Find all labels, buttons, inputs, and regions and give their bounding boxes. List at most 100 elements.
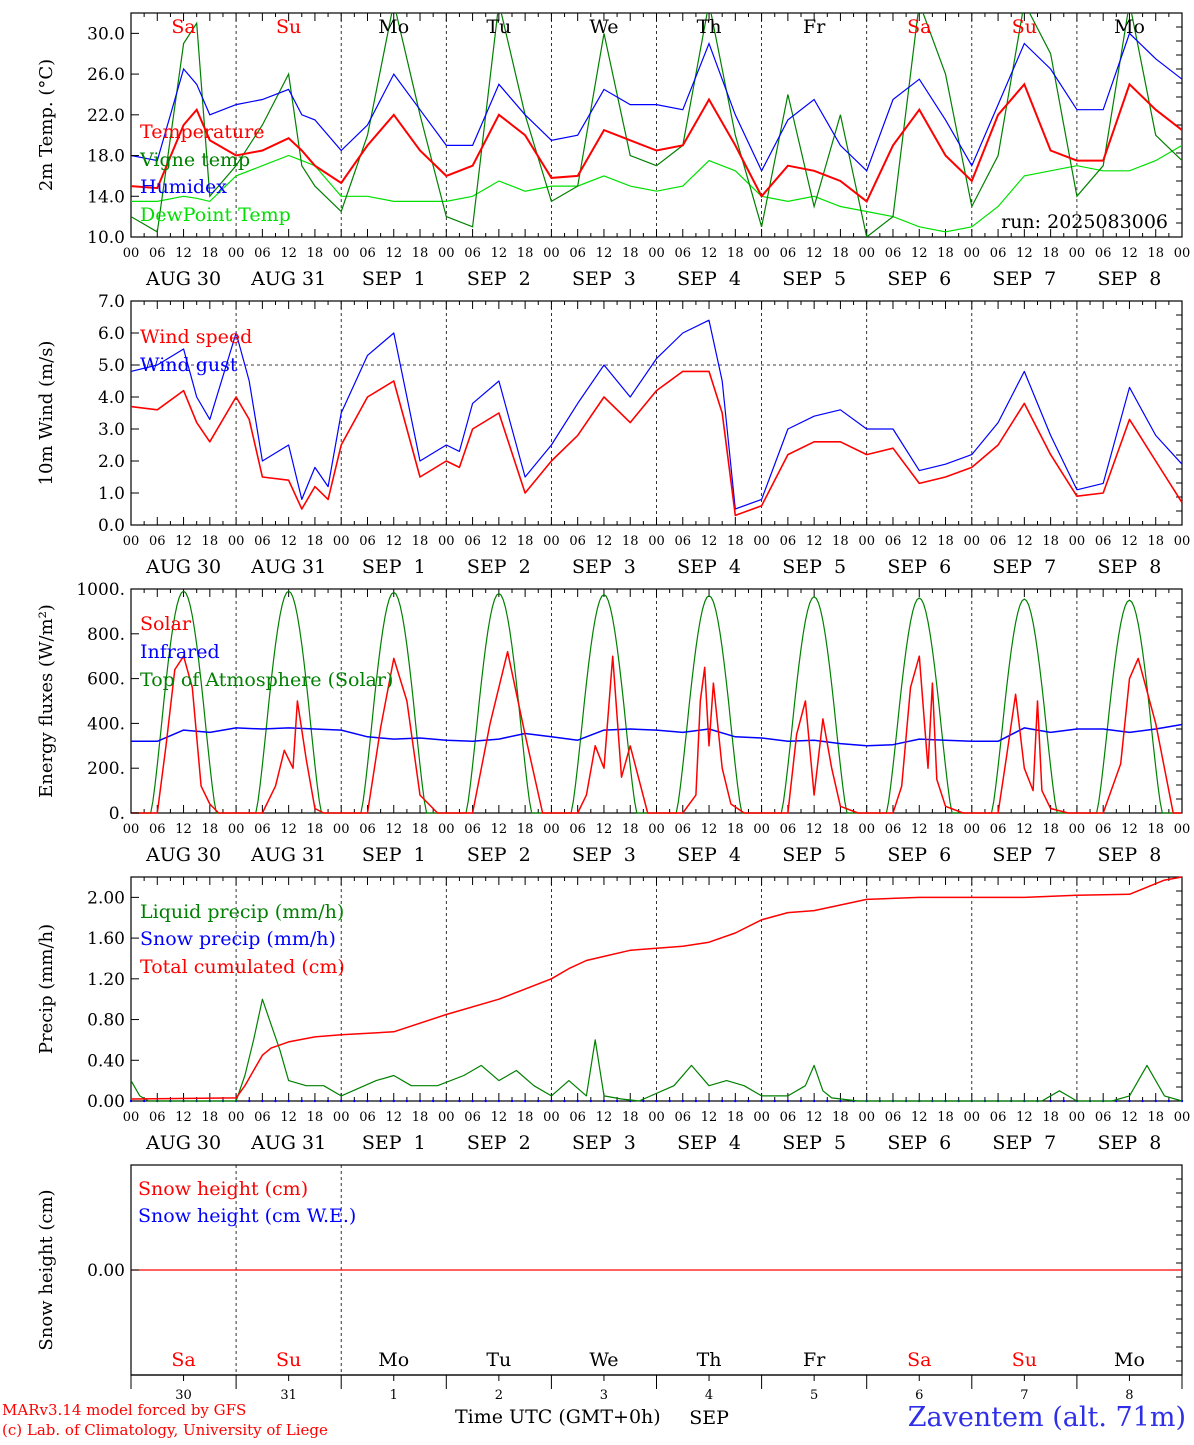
hour-tick-label: 18: [412, 1110, 429, 1125]
hour-tick-label: 12: [1121, 1110, 1138, 1125]
date-label: AUG 31: [250, 268, 326, 290]
snow-precip-point: [418, 1099, 422, 1103]
hour-tick-label: 00: [648, 1110, 665, 1125]
hour-tick-label: 12: [175, 246, 192, 261]
hour-tick-label: 18: [517, 246, 534, 261]
series-line-infrared: [131, 723, 1183, 747]
hour-tick-label: 06: [569, 246, 586, 261]
hour-tick-label: 00: [1174, 822, 1191, 837]
date-label: SEP 5: [782, 268, 846, 290]
hour-tick-label: 12: [491, 1110, 508, 1125]
hour-tick-label: 06: [569, 1110, 586, 1125]
snow-precip-point: [1141, 1099, 1144, 1103]
snow-precip-point: [747, 1099, 750, 1103]
hour-tick-label: 06: [464, 1110, 481, 1125]
hour-tick-label: 00: [333, 822, 350, 837]
hour-tick-label: 18: [1042, 534, 1059, 549]
series-line-total-cumulated: [130, 876, 1183, 1100]
date-label: SEP 1: [362, 1132, 426, 1154]
hour-tick-label: 18: [412, 246, 429, 261]
hour-tick-label: 12: [1016, 246, 1033, 261]
hour-tick-label: 12: [491, 534, 508, 549]
hour-tick-label: 00: [438, 822, 455, 837]
date-label: SEP 6: [887, 556, 951, 578]
model-credit-line1: MARv3.14 model forced by GFS: [2, 1401, 247, 1419]
weekday-label: Mo: [1114, 1349, 1145, 1371]
y-tick-label: 0.00: [87, 1261, 125, 1281]
weekday-label: Su: [1012, 1349, 1037, 1371]
y-tick-label: 22.0: [87, 106, 125, 126]
hour-tick-label: 18: [727, 1110, 744, 1125]
y-tick-label: 1000.: [76, 580, 125, 600]
legend-entry-dewpoint-temp: DewPoint Temp: [140, 204, 291, 226]
hour-tick-label: 06: [359, 822, 376, 837]
date-label: SEP 5: [782, 556, 846, 578]
y-axis-label: 10m Wind (m/s): [36, 341, 57, 486]
hour-tick-label: 00: [333, 534, 350, 549]
hour-tick-label: 12: [491, 822, 508, 837]
snow-precip-point: [773, 1099, 776, 1103]
series-line-liquid-precip: [130, 998, 1183, 1102]
hour-tick-label: 12: [806, 534, 823, 549]
hour-tick-label: 06: [464, 246, 481, 261]
hour-tick-label: 06: [780, 246, 797, 261]
hour-tick-label: 18: [622, 534, 639, 549]
weekday-label: Mo: [1114, 16, 1145, 38]
snow-precip-point: [484, 1099, 487, 1103]
hour-tick-label: 12: [280, 534, 297, 549]
date-label: SEP 4: [677, 268, 741, 290]
y-tick-label: 0.0: [98, 516, 125, 536]
day-number-label: 5: [810, 1388, 818, 1403]
hour-tick-label: 18: [517, 534, 534, 549]
hour-tick-label: 12: [1121, 246, 1138, 261]
weekday-label: Mo: [378, 1349, 409, 1371]
hour-tick-label: 18: [1147, 534, 1164, 549]
hour-tick-label: 06: [1095, 534, 1112, 549]
hour-tick-label: 06: [990, 534, 1007, 549]
hour-tick-label: 06: [254, 1110, 271, 1125]
hour-tick-label: 06: [780, 822, 797, 837]
date-label: SEP 2: [467, 844, 531, 866]
hour-tick-label: 00: [1069, 246, 1086, 261]
legend-entry-humidex: Humidex: [140, 176, 227, 198]
snow-precip-point: [274, 1099, 277, 1103]
hour-tick-label: 12: [280, 246, 297, 261]
snow-precip-point: [576, 1099, 579, 1103]
hour-tick-label: 00: [123, 822, 140, 837]
hour-tick-label: 18: [517, 822, 534, 837]
panel-2-frame: [130, 300, 1183, 526]
hour-tick-label: 06: [990, 246, 1007, 261]
date-label: SEP 3: [572, 1132, 636, 1154]
y-tick-label: 0.40: [87, 1051, 125, 1071]
series-line-solar: [131, 650, 1182, 814]
date-label: SEP 8: [1098, 844, 1162, 866]
model-credit-line2: (c) Lab. of Climatology, University of L…: [2, 1421, 328, 1439]
hour-tick-label: 18: [202, 822, 219, 837]
hour-tick-label: 12: [806, 246, 823, 261]
y-tick-label: 5.0: [98, 356, 125, 376]
hour-tick-label: 06: [569, 822, 586, 837]
y-axis-label: 2m Temp. (°C): [36, 59, 57, 191]
hour-tick-label: 00: [964, 246, 981, 261]
snow-precip-point: [510, 1099, 514, 1103]
series-line-wind-speed: [130, 370, 1183, 517]
hour-tick-label: 06: [149, 534, 166, 549]
weekday-label: Sa: [171, 1349, 195, 1371]
y-tick-label: 1.60: [87, 929, 125, 949]
hour-tick-label: 06: [149, 1110, 166, 1125]
y-axis-label: Snow height (cm): [36, 1189, 57, 1350]
date-label: AUG 30: [145, 268, 221, 290]
snow-precip-point: [142, 1099, 146, 1103]
snow-precip-point: [812, 1099, 816, 1103]
series-line-humidex: [131, 32, 1182, 173]
hour-tick-label: 12: [280, 1110, 297, 1125]
hour-tick-label: 12: [175, 822, 192, 837]
y-tick-label: 14.0: [87, 187, 125, 207]
hour-tick-label: 12: [701, 246, 718, 261]
hour-tick-label: 00: [1174, 1110, 1191, 1125]
panel-3-frame: [130, 588, 1183, 814]
hour-tick-label: 06: [254, 822, 271, 837]
hour-tick-label: 00: [858, 246, 875, 261]
date-label: AUG 31: [250, 844, 326, 866]
